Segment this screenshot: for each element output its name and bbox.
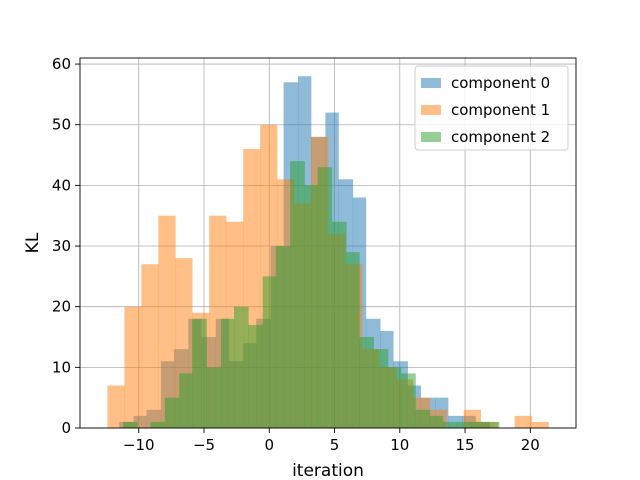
y-tick-label-1: 10	[52, 358, 71, 376]
legend-swatch-0	[421, 78, 441, 88]
x-tick-label-6: 20	[521, 436, 540, 454]
series-2-bars	[123, 161, 500, 429]
y-tick-label-2: 20	[52, 298, 71, 316]
bar-series-2-bin-8	[234, 306, 249, 428]
y-tick-label-3: 30	[52, 237, 71, 255]
legend-label-1: component 1	[451, 101, 550, 119]
x-axis-label: iteration	[292, 461, 364, 480]
bar-series-2-bin-0	[123, 421, 138, 428]
bar-series-2-bin-7	[220, 318, 235, 428]
bar-series-2-bin-18	[373, 349, 389, 428]
legend-swatch-1	[421, 105, 441, 115]
y-tick-label-4: 40	[52, 176, 71, 194]
legend-label-2: component 2	[451, 128, 550, 146]
axis-ticks: −10 −5 0 5 10 15 20 0 10 20 30 40 50 60	[52, 55, 540, 454]
x-tick-label-2: 0	[264, 436, 274, 454]
bar-series-2-bin-11	[275, 246, 291, 428]
bar-series-2-bin-16	[346, 252, 360, 428]
y-tick-label-0: 0	[61, 419, 71, 437]
bar-series-2-bin-21	[415, 409, 431, 428]
bar-series-2-bin-23	[442, 421, 458, 428]
bar-series-1-bin-0	[107, 385, 125, 428]
bar-series-1-bin-1	[124, 306, 142, 428]
bar-series-1-bin-2	[141, 264, 159, 428]
bar-series-2-bin-12	[290, 161, 305, 429]
bar-series-1-bin-25	[531, 421, 549, 428]
x-tick-label-1: −5	[193, 436, 215, 454]
bar-series-2-bin-3	[164, 397, 180, 428]
x-tick-label-5: 15	[456, 436, 475, 454]
bar-series-2-bin-10	[262, 276, 277, 428]
histogram-bars	[107, 76, 549, 429]
bar-series-2-bin-22	[429, 415, 444, 428]
y-tick-label-6: 60	[52, 55, 71, 73]
bar-series-1-bin-3	[158, 215, 176, 428]
legend-box	[414, 65, 569, 151]
bar-series-2-bin-26	[484, 421, 500, 428]
x-tick-label-4: 10	[390, 436, 409, 454]
legend: component 0 component 1 component 2	[414, 65, 569, 151]
bar-series-1-bin-24	[514, 415, 532, 428]
y-tick-label-5: 50	[52, 116, 71, 134]
bar-series-2-bin-19	[388, 367, 402, 428]
y-axis-label: KL	[23, 232, 43, 253]
x-tick-label-3: 5	[330, 436, 340, 454]
bar-series-2-bin-17	[359, 337, 374, 428]
bar-series-2-bin-9	[248, 324, 264, 428]
bar-series-2-bin-14	[317, 167, 333, 428]
bar-series-2-bin-6	[206, 367, 222, 428]
bar-series-2-bin-5	[192, 318, 207, 428]
legend-label-0: component 0	[451, 74, 550, 92]
bar-series-2-bin-4	[179, 373, 193, 428]
bar-series-2-bin-15	[331, 221, 347, 428]
bar-series-2-bin-2	[150, 421, 166, 428]
x-tick-label-0: −10	[123, 436, 155, 454]
bar-series-2-bin-13	[304, 185, 318, 428]
bar-series-2-bin-24	[457, 421, 472, 428]
bar-series-2-bin-20	[401, 373, 416, 428]
bar-series-2-bin-25	[471, 421, 485, 428]
plot-frame	[79, 57, 577, 429]
legend-swatch-2	[421, 132, 441, 142]
